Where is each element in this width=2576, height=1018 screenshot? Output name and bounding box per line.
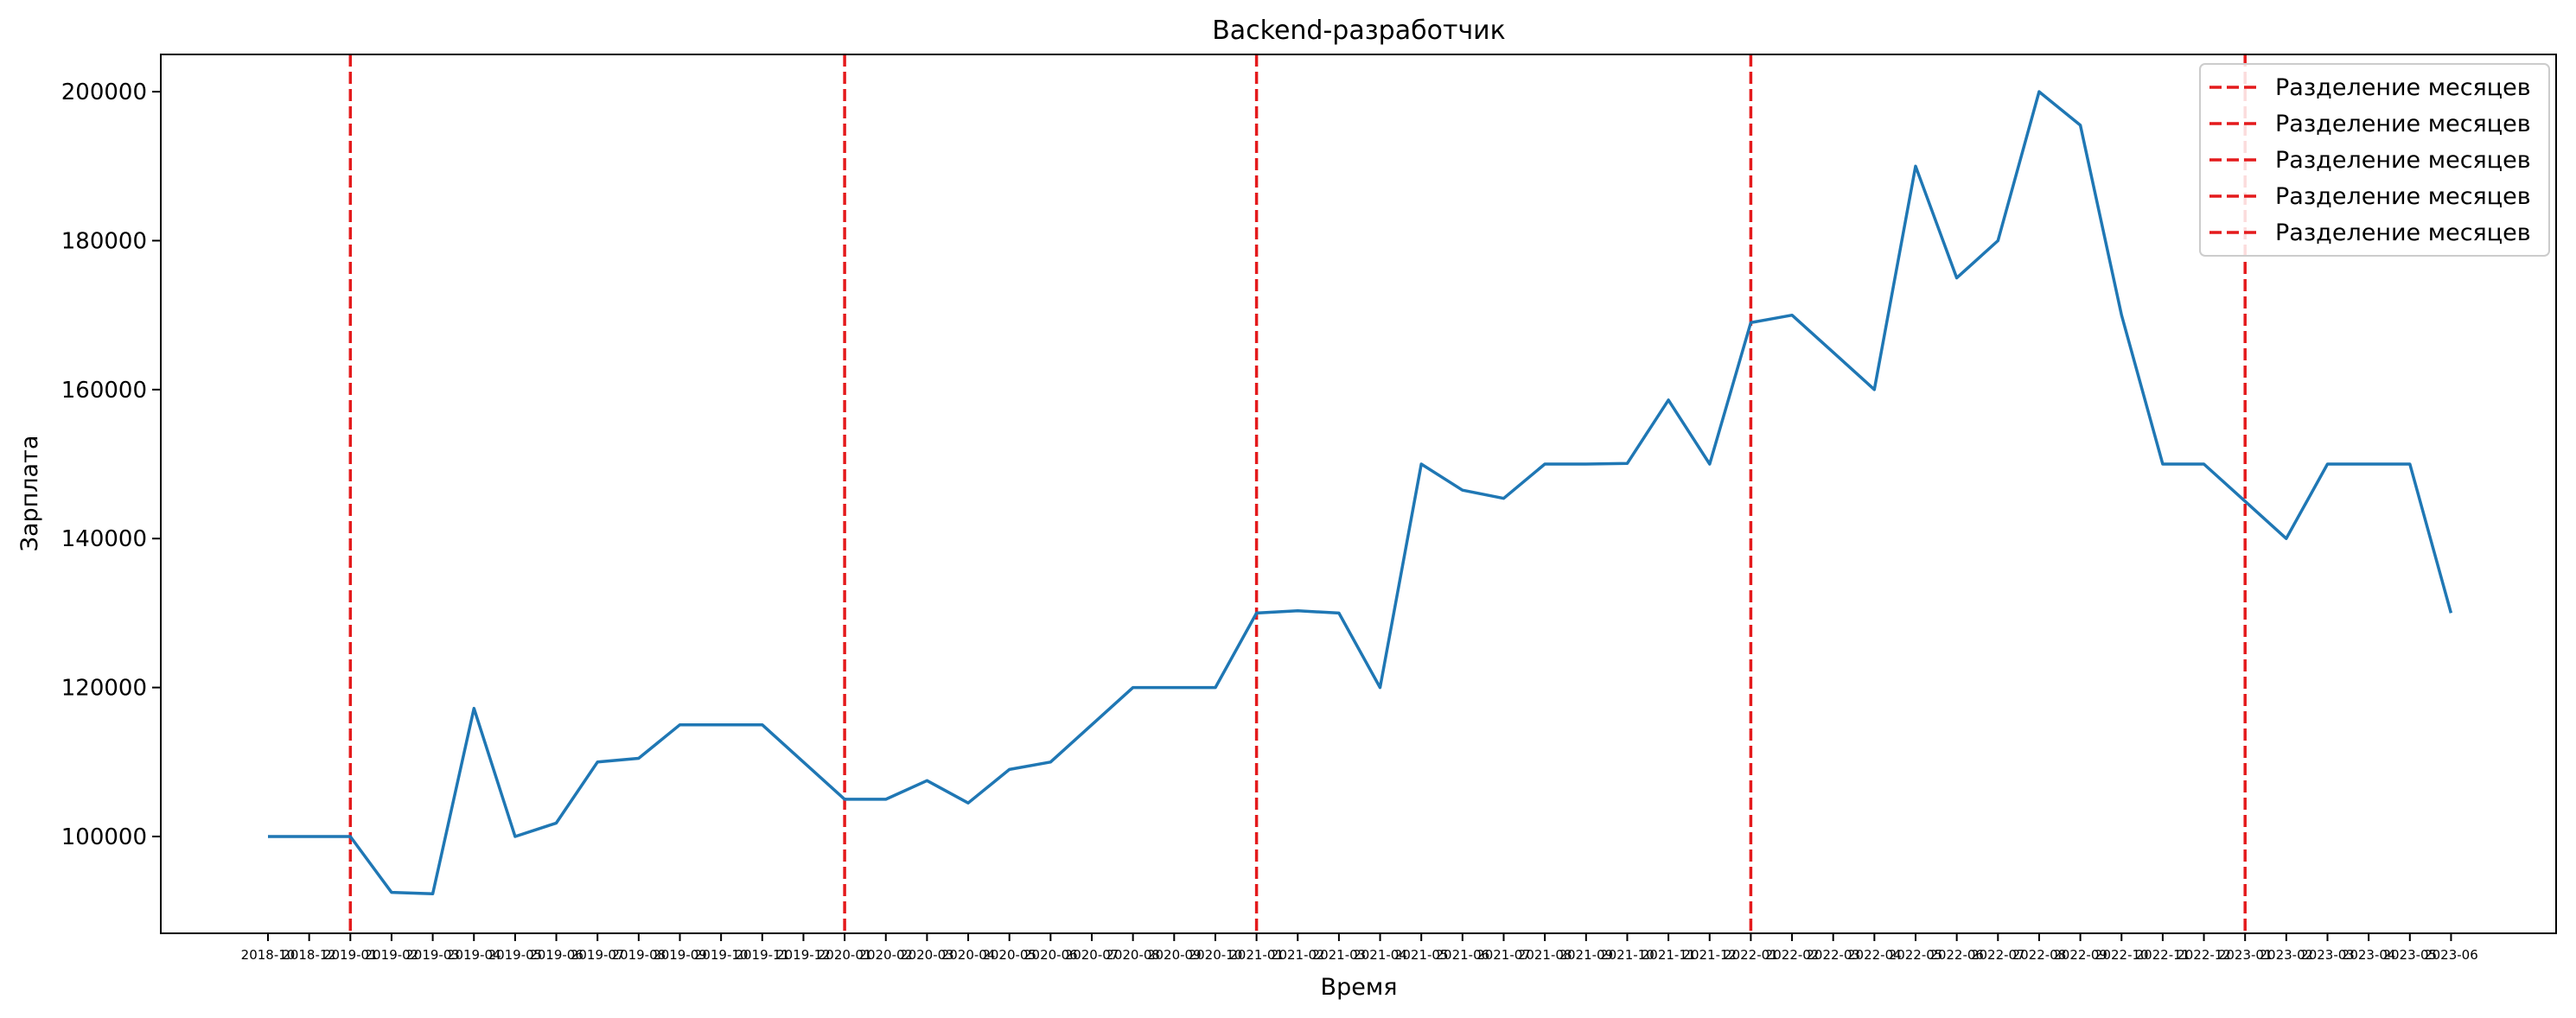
x-tick-label-16: 2020-03 xyxy=(900,947,954,963)
series-line-0 xyxy=(268,90,2453,896)
x-tick-label-38: 2022-03 xyxy=(1806,947,1860,963)
x-tick-label-0: 2018-10 xyxy=(241,947,296,963)
legend-box xyxy=(2199,63,2550,257)
x-tick-label-36: 2022-01 xyxy=(1724,947,1778,963)
legend-entry-1: Разделение месяцев xyxy=(2275,111,2531,137)
x-tick-label-53: 2023-06 xyxy=(2424,947,2478,963)
x-tick-label-22: 2020-09 xyxy=(1147,947,1202,963)
x-tick-label-18: 2020-05 xyxy=(982,947,1036,963)
x-tick-label-46: 2022-11 xyxy=(2136,947,2190,963)
x-tick-label-10: 2019-09 xyxy=(653,947,707,963)
x-tick-label-11: 2019-10 xyxy=(694,947,749,963)
x-tick-label-14: 2020-01 xyxy=(818,947,872,963)
legend-entry-0: Разделение месяцев xyxy=(2275,74,2531,101)
y-tick-label-5: 200000 xyxy=(61,80,147,105)
x-tick-label-20: 2020-07 xyxy=(1065,947,1119,963)
x-tick-label-39: 2022-04 xyxy=(1847,947,1902,963)
y-tick-label-1: 120000 xyxy=(61,676,147,702)
x-tick-label-17: 2020-04 xyxy=(941,947,996,963)
y-tick-label-0: 100000 xyxy=(61,824,147,850)
x-tick-label-42: 2022-07 xyxy=(1971,947,2025,963)
x-tick-label-29: 2021-06 xyxy=(1436,947,1490,963)
x-tick-label-30: 2021-07 xyxy=(1476,947,1531,963)
x-tick-label-47: 2022-12 xyxy=(2177,947,2231,963)
legend-entry-2: Разделение месяцев xyxy=(2275,147,2531,174)
x-tick-label-31: 2021-08 xyxy=(1518,947,1572,963)
x-tick-label-52: 2023-05 xyxy=(2382,947,2437,963)
x-tick-label-13: 2019-12 xyxy=(776,947,831,963)
x-tick-label-15: 2020-02 xyxy=(858,947,913,963)
x-tick-label-50: 2023-03 xyxy=(2300,947,2355,963)
y-tick-label-3: 160000 xyxy=(61,378,147,404)
x-tick-label-33: 2021-10 xyxy=(1600,947,1655,963)
x-tick-label-4: 2019-03 xyxy=(405,947,460,963)
x-tick-label-26: 2021-03 xyxy=(1312,947,1367,963)
x-tick-label-8: 2019-07 xyxy=(571,947,625,963)
x-tick-label-27: 2021-04 xyxy=(1353,947,1407,963)
x-tick-label-51: 2023-04 xyxy=(2342,947,2396,963)
x-tick-label-40: 2022-05 xyxy=(1889,947,1943,963)
x-tick-label-37: 2022-02 xyxy=(1765,947,1820,963)
x-tick-label-41: 2022-06 xyxy=(1929,947,1984,963)
y-tick-label-2: 140000 xyxy=(61,526,147,552)
x-tick-label-25: 2021-02 xyxy=(1271,947,1325,963)
x-tick-label-6: 2019-05 xyxy=(488,947,543,963)
y-tick-label-4: 180000 xyxy=(61,228,147,254)
x-tick-label-35: 2021-12 xyxy=(1682,947,1737,963)
x-tick-label-28: 2021-05 xyxy=(1394,947,1449,963)
legend: Разделение месяцев Разделение месяцев Разд… xyxy=(2199,63,2550,257)
x-tick-label-34: 2021-11 xyxy=(1642,947,1696,963)
x-tick-label-23: 2020-10 xyxy=(1189,947,1243,963)
legend-entry-3: Разделение месяцев xyxy=(2275,183,2531,210)
x-tick-label-5: 2019-04 xyxy=(447,947,501,963)
x-tick-label-7: 2019-06 xyxy=(529,947,583,963)
legend-entry-4: Разделение месяцев xyxy=(2275,220,2531,246)
plot-frame xyxy=(160,54,2557,934)
x-tick-label-44: 2022-09 xyxy=(2053,947,2107,963)
x-tick-label-1: 2018-12 xyxy=(282,947,336,963)
x-tick-label-48: 2023-01 xyxy=(2218,947,2273,963)
x-tick-label-43: 2022-08 xyxy=(2012,947,2067,963)
x-tick-label-9: 2019-08 xyxy=(612,947,666,963)
chart-title: Backend-разработчик xyxy=(1212,16,1506,46)
x-tick-label-49: 2023-02 xyxy=(2260,947,2314,963)
x-tick-label-19: 2020-06 xyxy=(1023,947,1078,963)
x-tick-label-24: 2021-01 xyxy=(1229,947,1284,963)
y-axis-label: Зарплата xyxy=(16,436,43,552)
x-tick-label-3: 2019-02 xyxy=(365,947,419,963)
x-tick-label-2: 2019-01 xyxy=(323,947,378,963)
x-tick-label-45: 2022-10 xyxy=(2095,947,2149,963)
x-tick-label-12: 2019-11 xyxy=(735,947,789,963)
x-tick-label-21: 2020-08 xyxy=(1106,947,1160,963)
plot-area: 100000 120000 140000 160000 180000 200000 2018… xyxy=(61,54,2478,963)
x-tick-label-32: 2021-09 xyxy=(1559,947,1613,963)
x-axis-label: Время xyxy=(1321,974,1398,1001)
